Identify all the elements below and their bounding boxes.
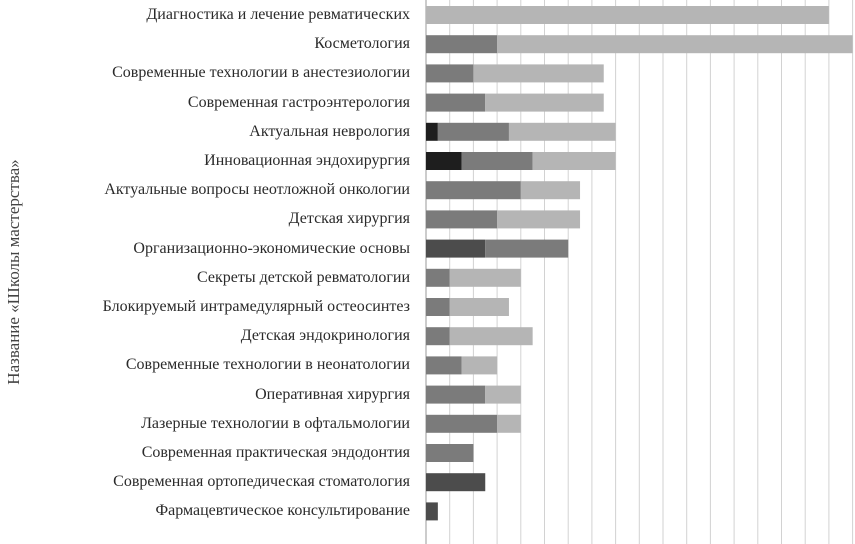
bar-segment [508,122,616,141]
category-label: Современные технологии в неонатологии [125,356,410,374]
bar-segment [426,93,486,112]
bar-segment [520,181,581,200]
bar-segment [426,152,462,170]
category-label: Лазерные технологии в офтальмологии [141,414,410,432]
bar-segment [461,152,533,170]
bar-segment [497,414,521,433]
bar-segment [426,35,498,54]
category-label: Детская эндокринология [240,327,410,345]
bar-segment [449,327,533,346]
category-label: Косметология [314,35,410,53]
category-label: Оперативная хирургия [255,385,410,403]
bar-segment [426,6,829,24]
bar-segment [497,35,853,54]
bar-segment [426,239,486,258]
bar-segment [449,298,509,316]
grid-lines [425,0,854,544]
category-label: Актуальная неврология [249,122,410,140]
bar-segment [426,385,486,404]
category-label: Фармацевтическое консультирование [155,502,410,520]
bar-segment [437,122,509,141]
bar-segment [426,268,450,287]
category-label: Организационно-экономические основы [133,239,410,257]
bar-segment [426,327,450,346]
category-label: Диагностика и лечение ревматических [146,6,410,23]
bar-segment [485,385,521,404]
category-label: Инновационная эндохирургия [204,152,410,169]
bar-segment [485,93,604,112]
category-label: Современные технологии в анестезиологии [112,64,410,82]
bar-segment [461,356,498,375]
category-label: Детская хирургия [288,210,410,228]
category-label: Секреты детской ревматологии [197,268,410,286]
bar-segment [426,181,521,200]
y-axis-title: Название «Школы мастерства» [4,159,23,385]
category-label: Современная ортопедическая стоматология [113,473,410,491]
bar-segment [485,239,569,258]
bar-segment [426,473,486,492]
bar-segment [426,64,474,83]
bar-segment [497,210,581,229]
category-label: Современная гастроэнтерология [187,93,410,111]
bar-segment [426,210,498,229]
bar-segment [426,502,438,521]
category-label: Актуальные вопросы неотложной онкологии [104,181,410,199]
bar-segment [532,152,616,170]
bar-segment [426,444,474,462]
category-label: Современная практическая эндодонтия [141,444,410,461]
bar-segment [426,414,498,433]
bars-layer [426,6,853,521]
bar-segment [426,122,438,141]
bar-segment [473,64,604,83]
category-label: Блокируемый интрамедулярный остеосинтез [102,298,410,315]
y-axis-title-wrap: Название «Школы мастерства» [0,0,28,544]
bar-segment [449,268,521,287]
bar-segment [426,298,450,316]
bar-segment [426,356,462,375]
